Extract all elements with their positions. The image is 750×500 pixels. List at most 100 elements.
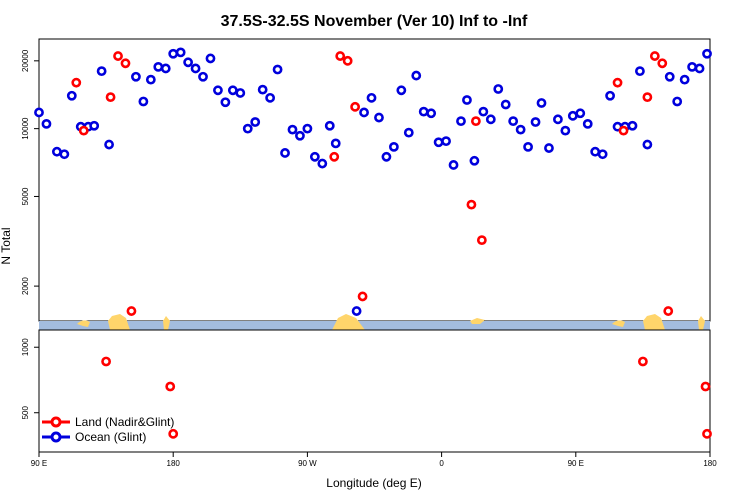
land-point xyxy=(618,125,629,136)
land-point xyxy=(101,356,111,367)
ocean-point xyxy=(235,88,246,98)
upper-plot-frame xyxy=(38,38,711,322)
legend-ocean-marker xyxy=(50,431,62,443)
land-point xyxy=(638,356,648,367)
lower-plot-frame xyxy=(38,329,711,453)
ocean-point xyxy=(330,138,341,149)
land-point xyxy=(105,92,116,103)
ocean-point xyxy=(280,148,290,158)
ocean-point xyxy=(544,143,554,153)
land-point xyxy=(126,306,137,316)
ocean-point xyxy=(679,74,690,85)
ocean-point xyxy=(642,139,653,150)
ocean-point xyxy=(523,141,533,152)
x-tick-label: 0 xyxy=(439,459,444,468)
ocean-point xyxy=(59,149,70,160)
legend-ocean-label: Ocean (Glint) xyxy=(75,430,146,444)
ocean-point xyxy=(198,71,208,82)
land-point xyxy=(663,306,674,316)
land-patch xyxy=(108,314,130,330)
ocean-point xyxy=(426,108,437,119)
land-point xyxy=(470,116,481,127)
ocean-point xyxy=(89,120,100,131)
ocean-point xyxy=(175,47,186,58)
ocean-point xyxy=(287,124,298,135)
ocean-point xyxy=(627,120,638,131)
y-axis-label: N Total xyxy=(0,227,13,264)
land-point xyxy=(78,125,89,136)
land-patch xyxy=(163,316,170,330)
land-point xyxy=(342,55,353,66)
ocean-point xyxy=(131,71,141,82)
land-point xyxy=(476,235,487,246)
ocean-point xyxy=(168,48,179,59)
ocean-point xyxy=(366,92,377,103)
ocean-point xyxy=(664,71,675,82)
land-patch xyxy=(332,314,365,330)
ocean-point xyxy=(227,85,238,96)
ocean-point xyxy=(250,117,261,127)
ocean-point xyxy=(104,139,114,150)
ocean-point xyxy=(411,70,422,81)
land-point xyxy=(329,151,340,162)
land-point xyxy=(71,77,82,88)
land-point xyxy=(165,381,176,392)
ocean-point xyxy=(462,95,472,105)
ocean-point xyxy=(582,118,593,129)
land-ocean-strip xyxy=(39,314,710,330)
ocean-point xyxy=(500,99,511,110)
x-tick-label: 90 W xyxy=(298,459,317,468)
ocean-point xyxy=(433,137,444,148)
ocean-point xyxy=(672,96,683,107)
land-point xyxy=(350,101,361,112)
ocean-point xyxy=(34,107,44,118)
y-tick-label: 5000 xyxy=(21,187,30,205)
y-tick-label: 1000 xyxy=(21,338,30,356)
ocean-point xyxy=(605,90,615,101)
land-point xyxy=(702,428,712,439)
ocean-point xyxy=(153,61,164,72)
ocean-point xyxy=(66,90,77,101)
ocean-point xyxy=(145,74,156,85)
ocean-point xyxy=(324,120,335,131)
x-axis-label: Longitude (deg E) xyxy=(326,476,421,490)
ocean-point xyxy=(374,112,384,123)
ocean-point xyxy=(687,61,698,72)
ocean-point xyxy=(220,97,231,108)
ocean-point xyxy=(242,123,253,134)
ocean-point xyxy=(597,149,608,160)
data-points xyxy=(34,47,712,439)
ocean-point xyxy=(183,57,194,68)
ocean-point xyxy=(205,53,216,64)
land-point xyxy=(357,291,368,302)
ocean-point xyxy=(515,124,526,135)
ocean-point xyxy=(41,118,52,129)
land-point xyxy=(120,58,131,69)
land-patch xyxy=(612,320,625,327)
ocean-point xyxy=(295,130,305,141)
ocean-point xyxy=(381,151,392,162)
ocean-point xyxy=(388,141,399,152)
x-tick-label: 180 xyxy=(167,459,181,468)
legend-land-label: Land (Nadir&Glint) xyxy=(75,415,174,429)
ocean-point xyxy=(138,96,149,107)
ocean-point xyxy=(575,108,586,119)
ocean-point xyxy=(351,306,362,316)
ocean-point xyxy=(493,84,504,94)
y-tick-label: 20000 xyxy=(21,49,30,72)
ocean-point xyxy=(441,136,451,147)
ocean-point xyxy=(560,125,571,136)
ocean-point xyxy=(702,48,712,59)
ocean-point xyxy=(456,116,466,127)
y-tick-label: 500 xyxy=(21,406,30,420)
ocean-point xyxy=(51,146,62,157)
ocean-point xyxy=(403,127,414,138)
ocean-point xyxy=(448,160,459,170)
ocean-point xyxy=(694,63,705,74)
legend-land-marker xyxy=(50,416,62,428)
ocean-point xyxy=(309,151,320,162)
y-tick-label: 10000 xyxy=(21,117,30,140)
land-point xyxy=(642,92,653,103)
land-point xyxy=(168,428,179,439)
